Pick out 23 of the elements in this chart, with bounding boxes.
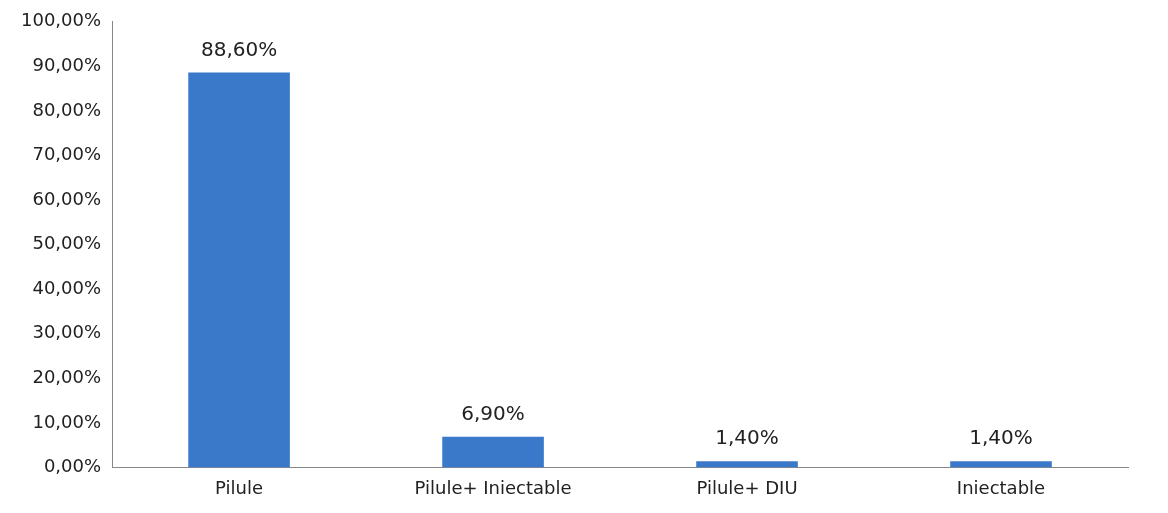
data-label: 88,60% [200,36,278,61]
bar [950,461,1052,468]
y-tick-label: 50,00% [32,232,102,254]
data-label: 1,40% [715,425,779,450]
bar [442,436,544,468]
data-label: 6,90% [461,400,525,425]
y-tick-label: 80,00% [32,98,102,120]
x-tick-label: Pilule+ DIU [696,476,798,498]
y-tick-label: 60,00% [32,187,102,209]
y-tick-label: 30,00% [32,321,102,343]
y-tick-label: 40,00% [32,276,102,298]
data-label: 1,40% [969,425,1033,450]
y-tick-label: 90,00% [32,54,102,76]
bar [696,461,798,468]
y-tick-label: 100,00% [20,9,102,31]
x-tick-label: Iniectable [956,476,1046,498]
x-tick-label: Pilule+ Iniectable [414,476,572,498]
y-tick-label: 10,00% [32,410,102,432]
y-tick-label: 0,00% [43,455,102,477]
y-tick-label: 70,00% [32,143,102,165]
x-tick-label: Pilule [215,476,264,498]
y-tick-label: 20,00% [32,365,102,387]
bar [188,72,290,468]
